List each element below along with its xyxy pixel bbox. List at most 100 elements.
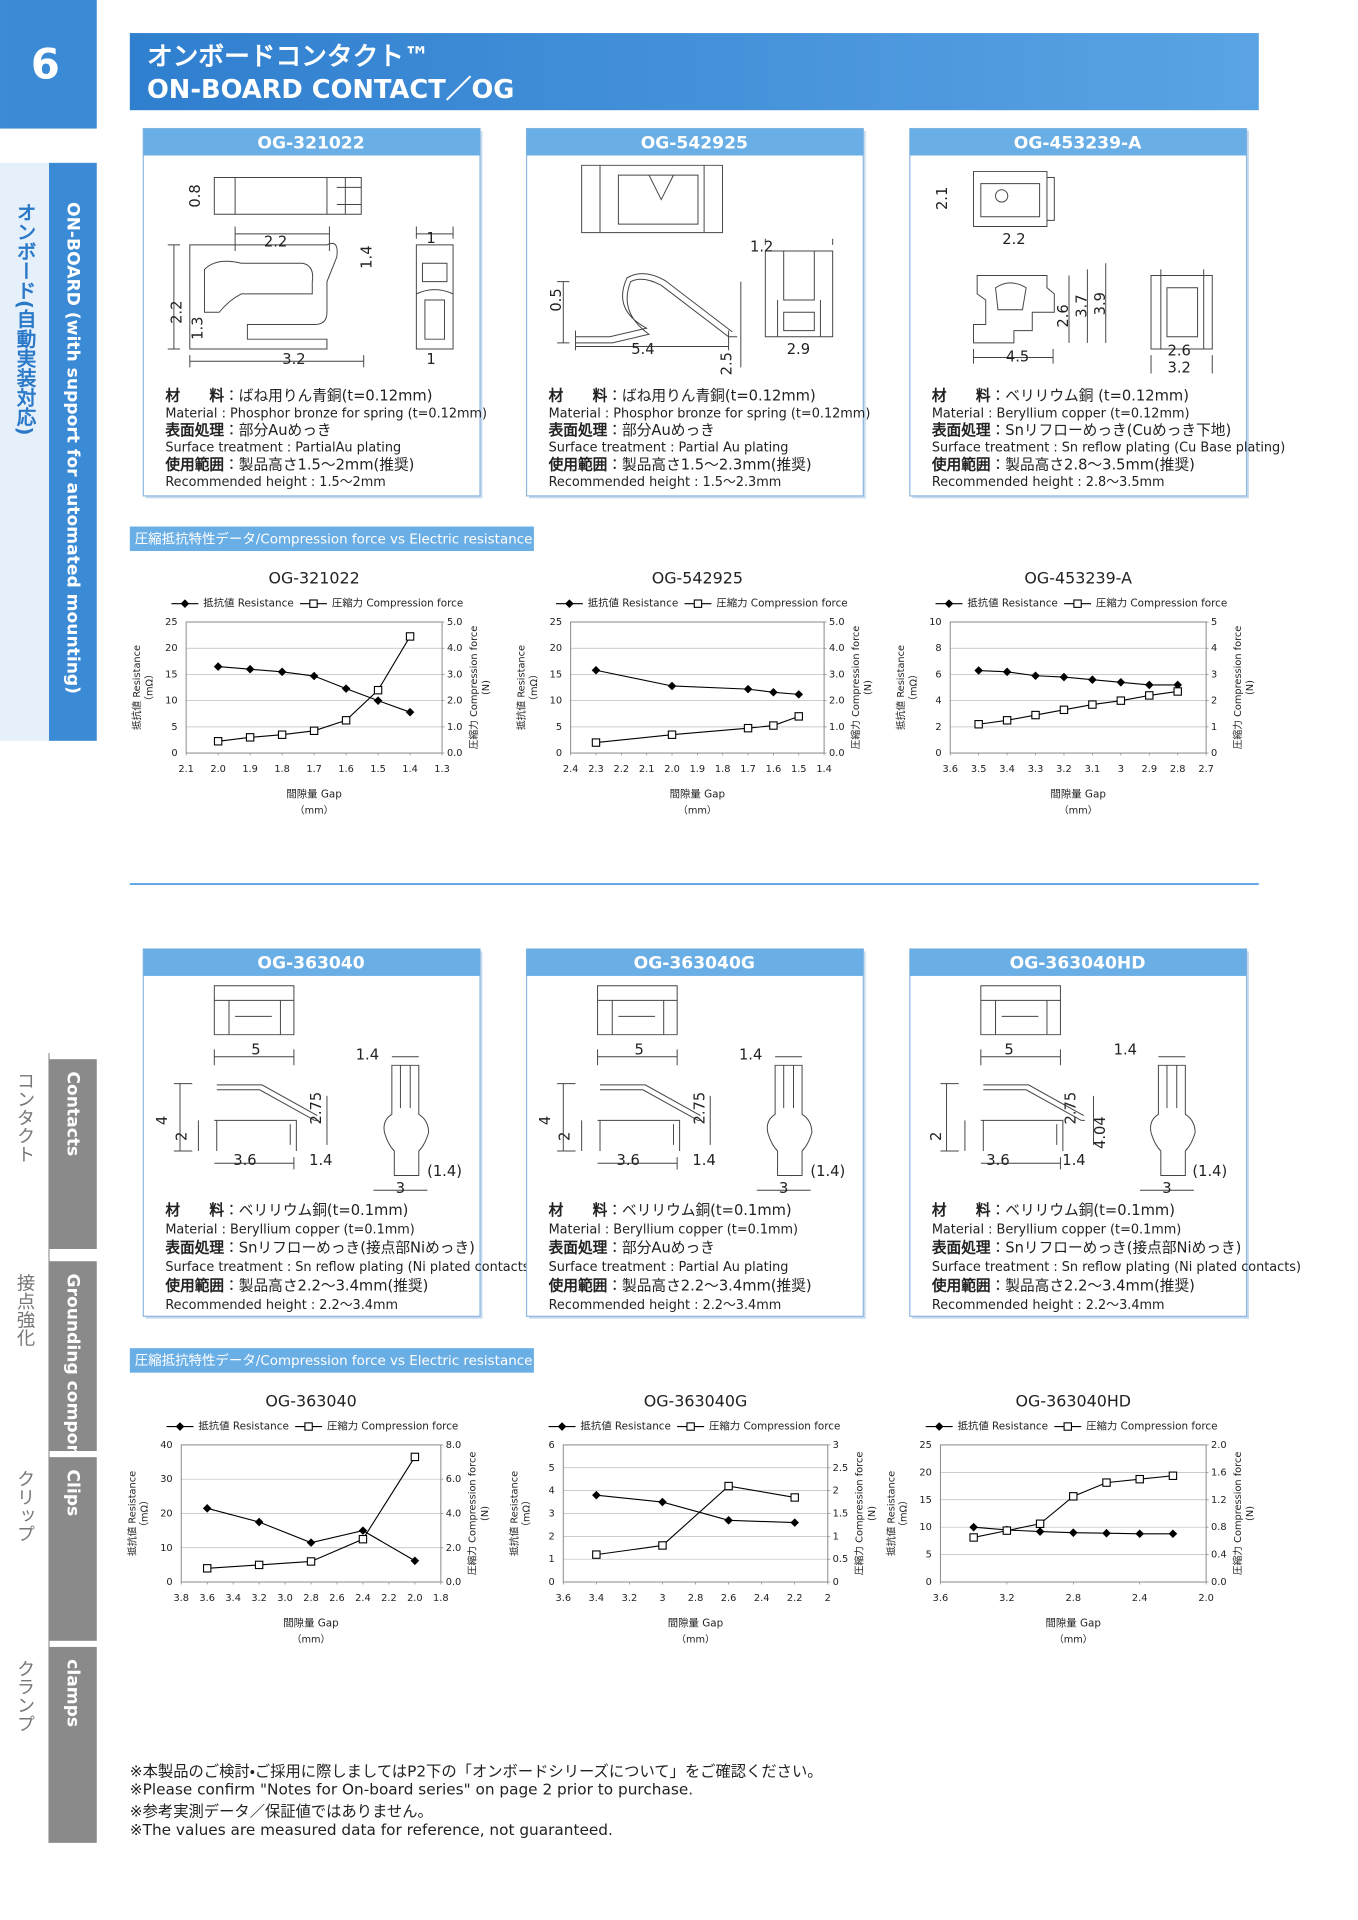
point-marker [1069,1528,1078,1537]
y2-tick-label: 0.5 [833,1554,849,1565]
point-marker [1168,1471,1178,1480]
box [525,948,864,1317]
dimension-label: 3.6 [986,1152,1009,1169]
y-axis-label: 抵抗値 Resistance [125,1471,138,1556]
point-marker [1173,687,1182,696]
point-marker [254,1560,264,1570]
plot-frame [570,621,825,754]
x-tick-label: 3 [1118,764,1124,775]
outline-drawing [980,1084,1085,1152]
spec-label: 使用範囲 [931,1276,991,1294]
point-marker [277,667,287,677]
product-name: OG-321022 [257,133,364,153]
outline-drawing [764,250,834,338]
product-name: OG-542925 [641,133,748,153]
point-marker [410,1556,420,1566]
x-tick-label: 3.2 [622,1593,638,1604]
dimension-label: 1.4 [692,1152,715,1169]
dimension-label: 4 [154,1116,171,1125]
series-line [978,690,1178,725]
x-tick-label: 1.4 [402,764,418,775]
dimension-label: 3.7 [1073,294,1090,317]
y2-axis-label: 圧縮力 Compression force [1231,1452,1244,1576]
legend-marker [1063,1422,1072,1431]
chart-title: OG-453239-A [1024,569,1132,588]
spec-label: 使用範囲 [164,455,224,473]
x-axis-label: 間隙量 Gap [286,788,342,801]
x-tick-label: 2 [825,1593,831,1604]
dimension-label: 1.4 [739,1047,762,1064]
outline-drawing [581,164,723,234]
y-tick-label: 30 [160,1474,172,1485]
x-tick-label: 1.8 [274,764,290,775]
x-tick-label: 2.8 [1066,1593,1082,1604]
y-tick-label: 0 [171,748,177,759]
series-line [207,1456,416,1569]
legend-label: 抵抗値 Resistance [198,1420,288,1433]
spec-en: Recommended height : 2.2～3.4mm [165,1298,398,1313]
x-tick-label: 3.1 [1085,764,1101,775]
x-tick-label: 1.7 [306,764,322,775]
x-axis-label: 間隙量 Gap [670,788,726,801]
legend-label: 圧縮力 Compression force [1096,597,1227,610]
box-header [909,128,1247,156]
spec-label: 材 料 [932,387,991,405]
point-marker [1059,705,1069,715]
outline-drawing [214,1084,319,1152]
y2-tick-label: 3.0 [829,669,845,680]
footnote: ※本製品のご検討・ご採用に際しましてはP2下の「オンボードシリーズについて」をご… [130,1762,823,1780]
y2-axis-unit: (N) [1245,680,1256,695]
point-marker [667,730,677,739]
spec-line: 表面処理：部分Auめっき [548,421,715,439]
series-line [596,1485,795,1556]
point-marker [213,737,223,746]
legend-marker [686,1422,695,1431]
dimension-label: 3.2 [1168,360,1191,377]
y-tick-label: 20 [160,1508,172,1519]
point-marker [769,687,778,697]
point-marker [1002,1526,1012,1535]
y-tick-label: 4 [935,696,941,707]
spec-line: 表面処理：部分Auめっき [164,421,331,439]
spec-line: 表面処理：Snリフローめっき(Cuめっき下地) [931,421,1231,439]
y2-axis-unit: (N) [1245,1506,1256,1521]
spec-label: 表面処理 [931,1239,991,1257]
spec-value: ：製品高さ1.5～2.3mm(推奨) [607,456,811,473]
spec-value: ：ばね用りん青銅(t=0.12mm) [607,388,815,405]
box-header [526,128,864,156]
legend-label: 抵抗値 Resistance [203,597,293,610]
spec-en: Material : Phosphor bronze for spring (t… [165,406,487,421]
point-marker [1135,1474,1144,1484]
x-tick-label: 3.6 [933,1593,949,1604]
dimension-label: 2.5 [718,352,735,375]
point-marker [1059,672,1069,682]
x-axis-unit: （mm） [295,805,334,817]
x-tick-label: 1.8 [715,764,731,775]
y2-tick-label: 1.0 [829,722,845,733]
outline-drawing [597,1084,702,1152]
x-tick-label: 1.6 [338,764,354,775]
spec-en: Material : Beryllium copper (t=0.1mm) [165,1222,414,1237]
y2-axis-unit: (N) [481,680,492,695]
spec-line: 表面処理：Snリフローめっき(接点部Niめっき) [931,1239,1242,1257]
point-marker [1116,678,1126,687]
product-box: OG-453239-A2.12.22.6 3.7 3.94.5 2.63.2材 料：ベ… [909,127,1285,499]
point-marker [358,1526,368,1535]
series-line [596,1494,795,1524]
tab-en: clamps [62,1659,82,1727]
y2-tick-label: 0.0 [447,748,463,759]
series-line [595,669,799,695]
spec-label: 材 料 [549,387,608,405]
tab-en: Contacts [62,1071,82,1156]
box-header [143,948,481,976]
product-name: OG-363040G [634,954,755,974]
spec-label: 材 料 [165,1201,224,1219]
plot-frame [562,1444,829,1583]
point-marker [306,1557,316,1566]
y2-tick-label: 4.0 [829,643,845,654]
y2-tick-label: 3.0 [447,669,463,680]
spec-label: 材 料 [165,387,224,405]
dimension-label: 1.4 [309,1152,332,1169]
spec-value: ：製品高さ2.2～3.4mm(推奨) [224,1277,428,1294]
y2-tick-label: 0.4 [1211,1550,1227,1561]
